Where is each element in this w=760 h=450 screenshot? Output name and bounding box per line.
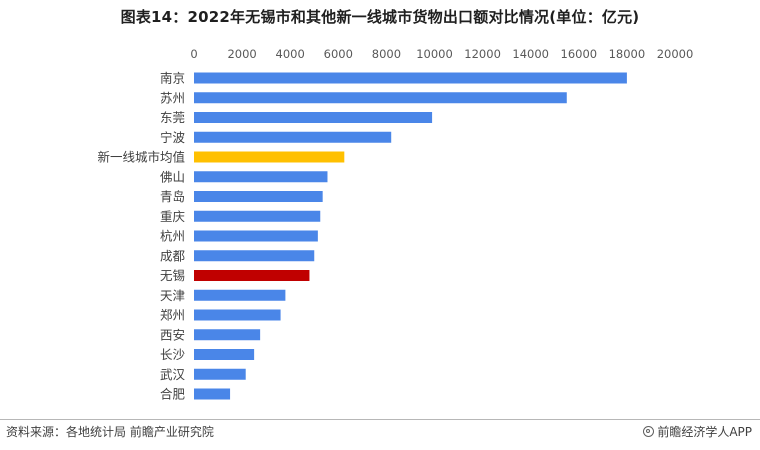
bar [194, 368, 246, 380]
x-tick-label: 12000 [464, 47, 501, 61]
category-label: 西安 [160, 327, 185, 342]
category-label: 无锡 [160, 268, 185, 283]
bar [194, 388, 231, 400]
bar [194, 309, 281, 321]
bar [194, 92, 567, 104]
category-label: 青岛 [160, 189, 185, 204]
x-tick-label: 20000 [657, 47, 694, 61]
category-label: 佛山 [160, 169, 185, 184]
bar [194, 131, 392, 143]
x-tick-label: 8000 [372, 47, 401, 61]
category-label: 成都 [160, 248, 186, 263]
x-tick-label: 4000 [276, 47, 305, 61]
category-label: 东莞 [160, 110, 185, 125]
category-label: 新一线城市均值 [97, 150, 185, 165]
bar [194, 171, 328, 183]
category-label: 天津 [160, 288, 185, 303]
bar [194, 230, 318, 242]
x-tick-label: 0 [190, 47, 197, 61]
category-label: 重庆 [160, 209, 186, 224]
x-tick-label: 18000 [609, 47, 646, 61]
chart-title: 图表14：2022年无锡市和其他新一线城市货物出口额对比情况(单位：亿元) [120, 8, 640, 26]
x-tick-label: 10000 [416, 47, 453, 61]
bar [194, 112, 433, 123]
category-label: 南京 [160, 71, 185, 86]
category-label: 杭州 [160, 229, 185, 244]
x-tick-label: 6000 [324, 47, 353, 61]
category-label: 武汉 [160, 367, 186, 382]
bar [194, 250, 315, 262]
bar [194, 210, 321, 222]
footer: 资料来源：各地统计局 前瞻产业研究院 前瞻经济学人APP [0, 419, 760, 444]
category-label: 合肥 [160, 387, 186, 402]
x-tick-label: 14000 [512, 47, 549, 61]
bar [194, 349, 255, 360]
source-note: 资料来源：各地统计局 前瞻产业研究院 [6, 425, 214, 439]
bar-chart: 0 2000 4000 6000 8000 10000 12000 14000 16000 180… [97, 47, 694, 402]
category-label: 郑州 [160, 308, 185, 323]
category-label: 长沙 [160, 347, 186, 362]
brand-logo-icon [643, 426, 655, 437]
bar [194, 72, 627, 84]
brand-label: 前瞻经济学人APP [643, 423, 752, 440]
bar [194, 329, 261, 341]
category-label: 苏州 [160, 90, 185, 105]
bar [194, 151, 345, 163]
bar [194, 191, 323, 202]
x-tick-label: 2000 [227, 47, 256, 61]
x-tick-label: 16000 [561, 47, 598, 61]
category-label: 宁波 [160, 130, 186, 145]
brand-text: 前瞻经济学人APP [657, 425, 752, 439]
bar [194, 289, 286, 301]
bar [194, 270, 310, 281]
